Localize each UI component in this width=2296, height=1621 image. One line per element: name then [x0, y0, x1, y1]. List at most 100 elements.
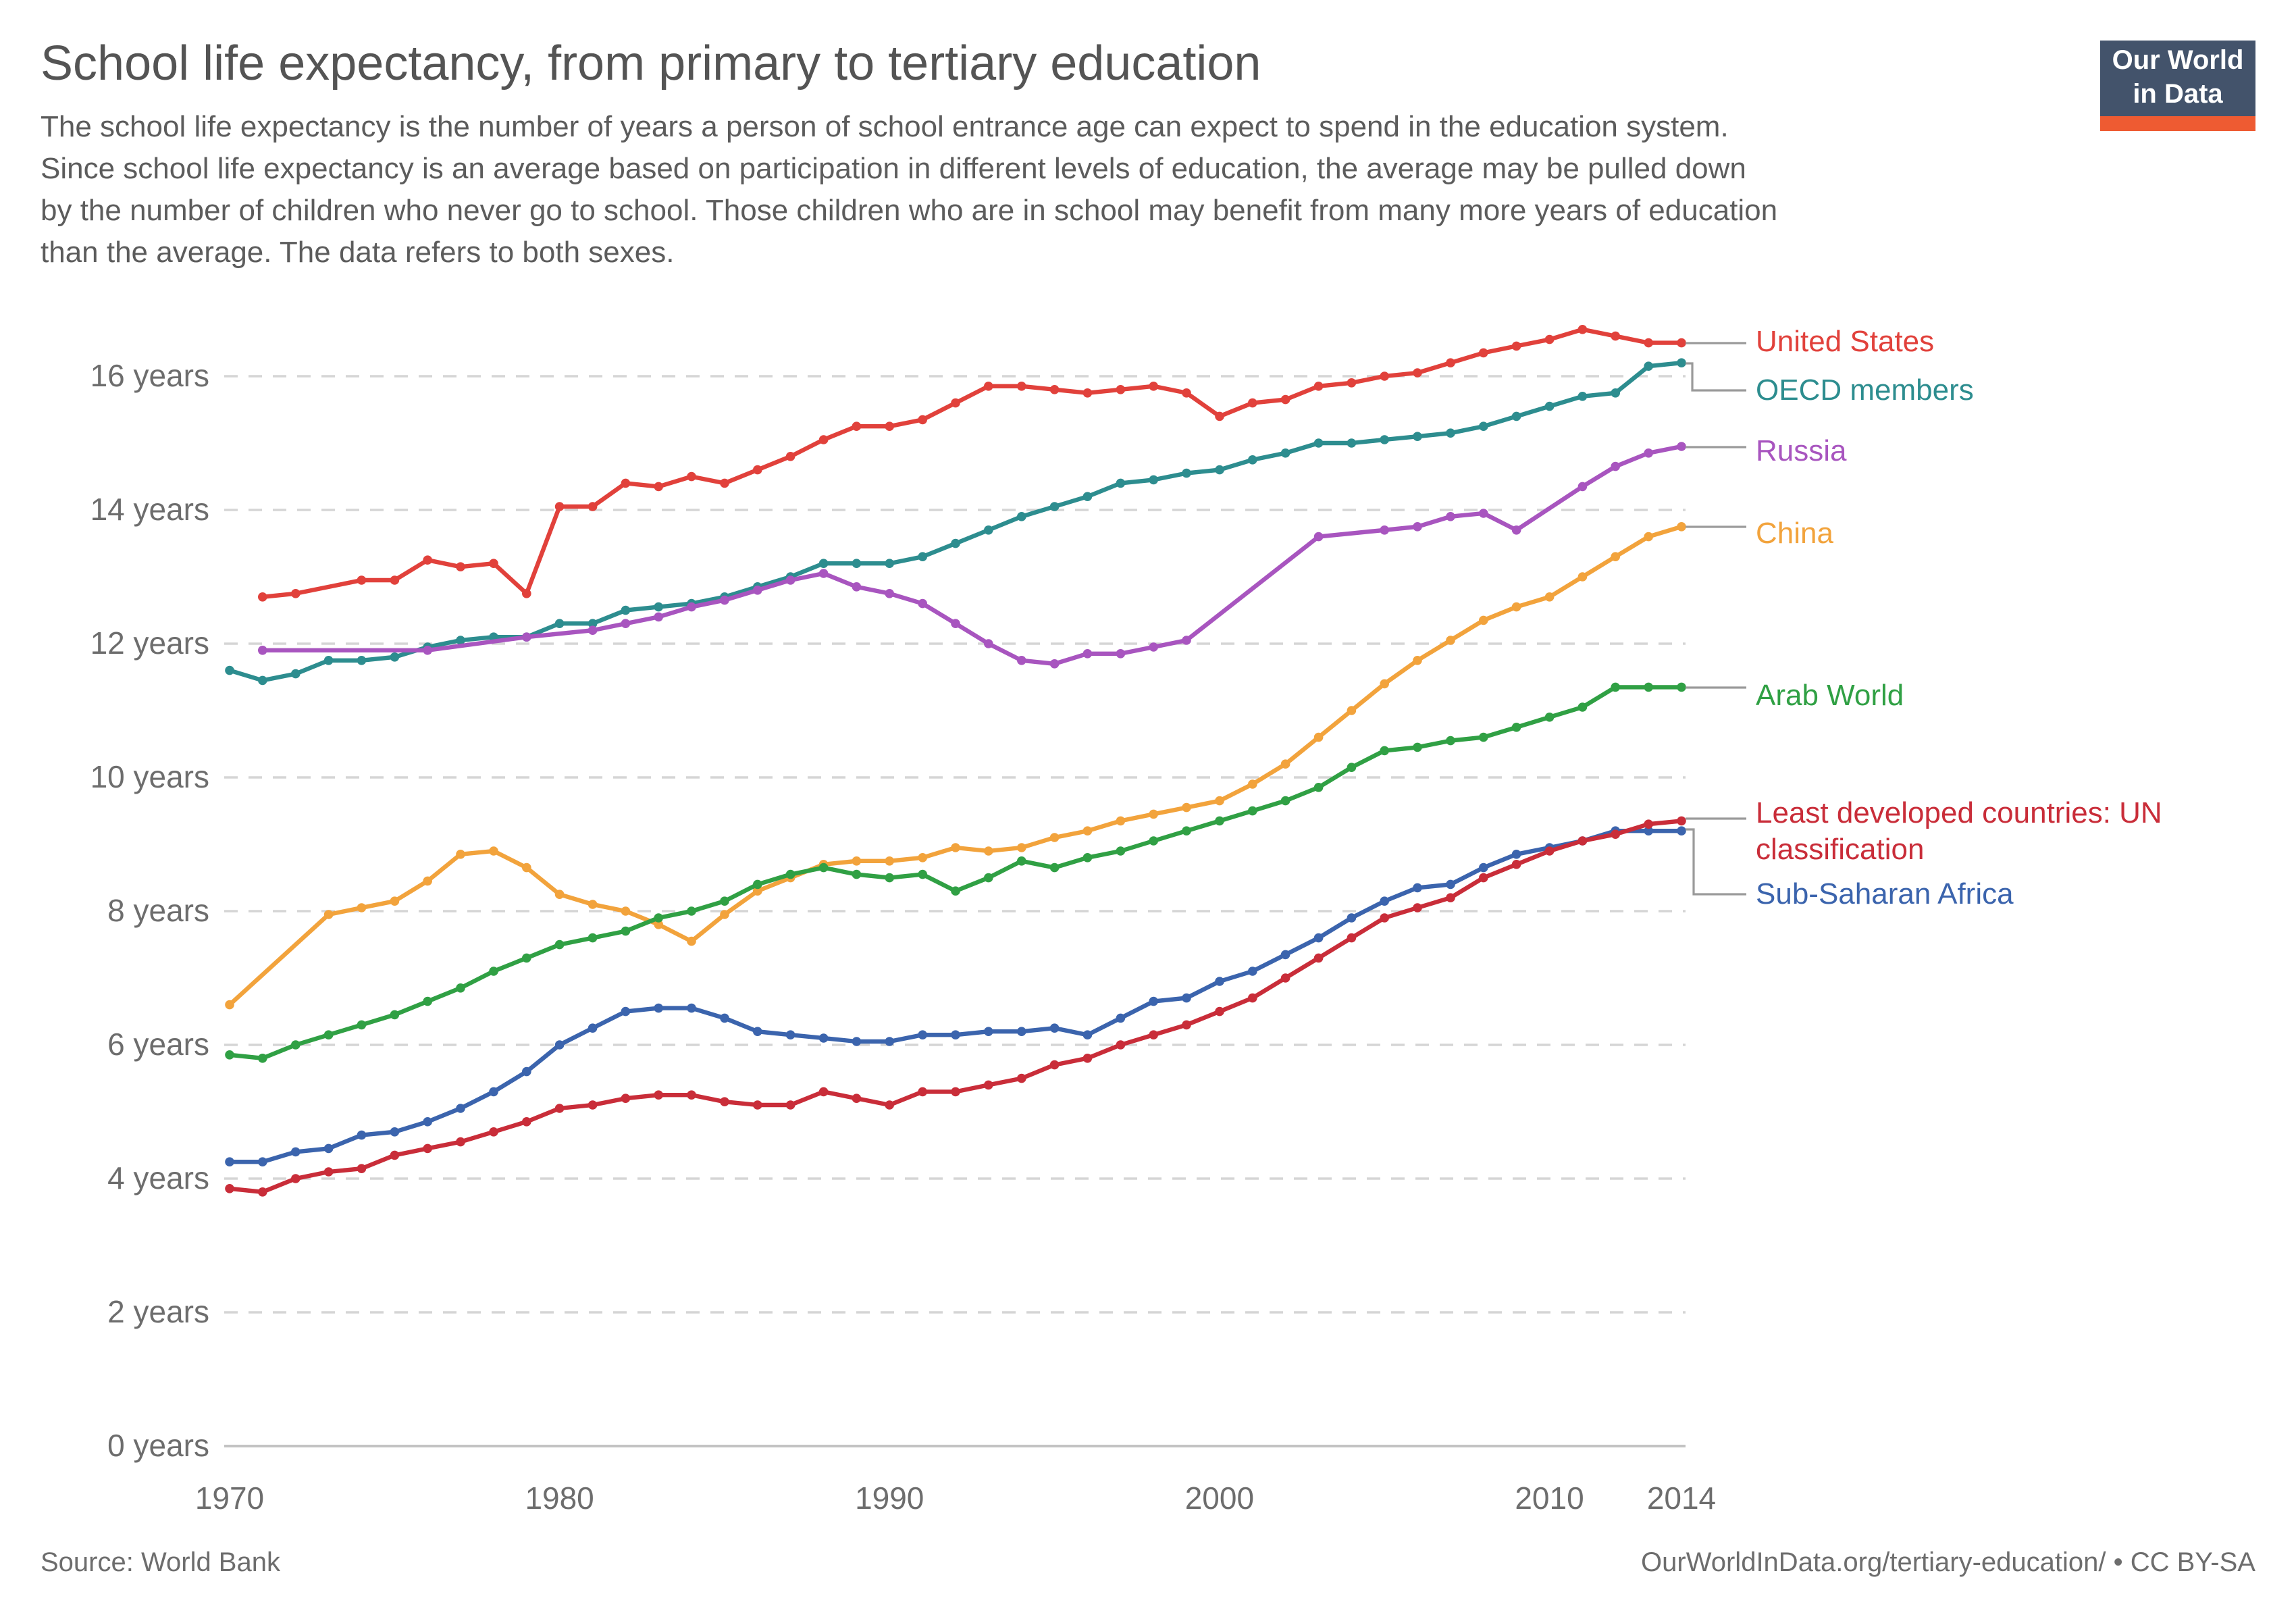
- data-point: [654, 612, 663, 622]
- data-point: [1611, 331, 1620, 341]
- data-point: [225, 1000, 234, 1010]
- data-point: [1413, 656, 1422, 665]
- data-point: [852, 582, 862, 592]
- data-point: [1082, 388, 1093, 398]
- owid-logo-text: Our World in Data: [2100, 41, 2255, 116]
- data-point: [852, 559, 862, 568]
- owid-logo-bar: [2100, 116, 2255, 131]
- series-line: [227, 524, 1684, 1007]
- footer-link[interactable]: OurWorldInData.org/tertiary-education/ •…: [1641, 1548, 2255, 1578]
- legend-item-arab-world[interactable]: Arab World: [1756, 678, 1904, 712]
- data-point: [885, 559, 894, 568]
- data-point: [1248, 398, 1257, 408]
- data-point: [654, 602, 663, 612]
- y-tick-label: 14 years: [90, 492, 209, 527]
- data-point: [785, 452, 795, 461]
- data-point: [1644, 819, 1653, 829]
- data-point: [1611, 461, 1620, 471]
- data-point: [1347, 763, 1357, 772]
- data-point: [720, 478, 729, 488]
- data-point: [291, 1040, 301, 1050]
- data-point: [1313, 933, 1324, 943]
- data-point: [489, 846, 498, 856]
- data-point: [1215, 1006, 1224, 1017]
- data-point: [1215, 411, 1224, 421]
- y-tick-label: 0 years: [107, 1428, 209, 1463]
- data-point: [1347, 706, 1357, 715]
- data-point: [1611, 682, 1620, 692]
- x-tick-label: 1970: [194, 1481, 265, 1516]
- data-point: [1511, 860, 1521, 869]
- data-point: [423, 996, 432, 1006]
- data-point: [1511, 602, 1521, 612]
- data-point: [1149, 642, 1158, 652]
- data-point: [423, 646, 432, 655]
- data-point: [1149, 809, 1158, 819]
- legend-item-russia[interactable]: Russia: [1756, 434, 1847, 467]
- data-point: [225, 1184, 234, 1193]
- data-point: [1049, 1023, 1060, 1033]
- data-point: [456, 1137, 465, 1147]
- data-point: [1116, 649, 1126, 659]
- data-point: [1149, 1030, 1158, 1039]
- data-point: [588, 502, 598, 511]
- data-point: [588, 933, 598, 943]
- data-point: [621, 1006, 631, 1017]
- data-point: [951, 398, 960, 408]
- chart-title: School life expectancy, from primary to …: [41, 35, 1261, 91]
- data-point: [1380, 435, 1389, 444]
- data-point: [1677, 522, 1686, 532]
- y-tick-label: 12 years: [90, 625, 209, 661]
- legend-item-china[interactable]: China: [1756, 516, 1833, 550]
- data-point: [1511, 723, 1521, 732]
- data-point: [1082, 853, 1093, 863]
- legend-item-oecd-members[interactable]: OECD members: [1756, 373, 1974, 407]
- data-point: [1215, 796, 1224, 806]
- data-point: [1017, 656, 1026, 665]
- legend-connector: [1686, 362, 1746, 392]
- data-point: [357, 656, 367, 665]
- data-point: [390, 1010, 400, 1020]
- data-point: [1413, 883, 1422, 893]
- data-point: [489, 1087, 498, 1097]
- data-point: [1082, 492, 1093, 501]
- data-point: [1149, 836, 1158, 846]
- data-point: [1182, 1020, 1191, 1030]
- data-point: [1479, 873, 1488, 883]
- data-point: [258, 1054, 267, 1063]
- data-point: [1677, 442, 1686, 451]
- data-point: [885, 856, 894, 866]
- data-point: [984, 1080, 993, 1090]
- data-point: [258, 592, 267, 602]
- legend-item-sub-saharan-africa[interactable]: Sub-Saharan Africa: [1756, 877, 2014, 910]
- series-russia: [258, 442, 1686, 669]
- data-point: [1280, 973, 1290, 983]
- data-point: [918, 1087, 927, 1097]
- legend-item-united-states[interactable]: United States: [1756, 324, 1935, 358]
- data-point: [720, 1013, 729, 1023]
- data-point: [1116, 478, 1126, 488]
- data-point: [1479, 732, 1488, 742]
- data-point: [1479, 509, 1488, 518]
- data-point: [1280, 394, 1290, 405]
- legend-item-least-developed-countries-un-classification[interactable]: Least developed countries: UN classifica…: [1756, 796, 2162, 866]
- data-point: [357, 1164, 367, 1173]
- data-point: [1116, 816, 1126, 826]
- data-point: [1116, 1013, 1126, 1023]
- data-point: [423, 1143, 432, 1154]
- data-point: [1182, 468, 1191, 478]
- data-point: [1313, 732, 1324, 742]
- data-point: [225, 1050, 234, 1060]
- data-point: [885, 1100, 894, 1110]
- data-point: [522, 1066, 531, 1077]
- data-point: [1577, 325, 1588, 334]
- data-point: [1644, 448, 1653, 458]
- data-point: [1544, 334, 1555, 344]
- data-point: [720, 595, 729, 605]
- data-point: [390, 1127, 400, 1137]
- data-point: [291, 1147, 301, 1157]
- data-point: [785, 575, 795, 585]
- data-point: [753, 465, 762, 475]
- data-point: [1116, 385, 1126, 394]
